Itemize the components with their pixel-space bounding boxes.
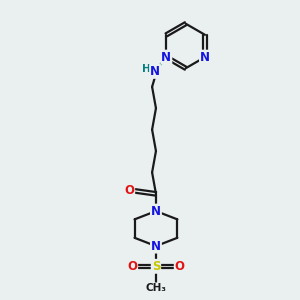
Text: O: O: [124, 184, 134, 197]
Text: N: N: [200, 51, 210, 64]
Text: O: O: [175, 260, 185, 273]
Text: CH₃: CH₃: [146, 283, 167, 293]
Text: N: N: [161, 51, 171, 64]
Text: N: N: [151, 240, 161, 253]
Text: O: O: [127, 260, 137, 273]
Text: S: S: [152, 260, 160, 273]
Text: N: N: [151, 205, 161, 218]
Text: N: N: [150, 65, 160, 78]
Text: H: H: [142, 64, 151, 74]
